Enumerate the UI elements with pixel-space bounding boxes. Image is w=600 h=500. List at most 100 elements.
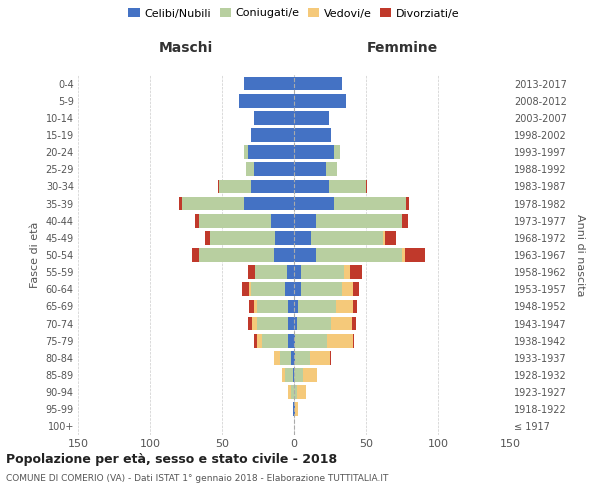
Text: COMUNE DI COMERIO (VA) - Dati ISTAT 1° gennaio 2018 - Elaborazione TUTTITALIA.IT: COMUNE DI COMERIO (VA) - Dati ISTAT 1° g… xyxy=(6,474,388,483)
Bar xyxy=(294,196,334,210)
Bar xyxy=(294,162,326,176)
Bar xyxy=(248,266,255,279)
Bar xyxy=(262,334,288,347)
Bar xyxy=(293,402,294,416)
Bar xyxy=(353,334,355,347)
Bar xyxy=(182,196,244,210)
Bar xyxy=(295,351,310,364)
Bar xyxy=(239,94,294,108)
Bar xyxy=(254,111,294,124)
Bar xyxy=(293,368,294,382)
Bar xyxy=(341,282,353,296)
Bar xyxy=(294,351,295,364)
Bar xyxy=(383,231,385,244)
Bar xyxy=(254,334,257,347)
Bar xyxy=(336,300,353,314)
Bar xyxy=(294,128,331,142)
Bar xyxy=(274,351,280,364)
Bar xyxy=(211,231,275,244)
Bar xyxy=(254,162,294,176)
Bar xyxy=(199,214,271,228)
Bar xyxy=(326,162,337,176)
Bar xyxy=(248,146,294,159)
Bar xyxy=(310,351,330,364)
Bar xyxy=(350,266,362,279)
Bar xyxy=(271,214,294,228)
Bar xyxy=(294,111,329,124)
Bar xyxy=(334,146,340,159)
Bar xyxy=(194,214,199,228)
Bar xyxy=(406,196,409,210)
Bar xyxy=(288,316,294,330)
Bar xyxy=(330,351,331,364)
Bar xyxy=(257,316,288,330)
Bar xyxy=(257,300,288,314)
Bar xyxy=(250,282,251,296)
Bar xyxy=(286,368,293,382)
Bar xyxy=(218,180,219,194)
Bar xyxy=(294,248,316,262)
Text: Maschi: Maschi xyxy=(159,41,213,55)
Bar xyxy=(257,334,262,347)
Bar xyxy=(294,368,302,382)
Bar xyxy=(327,334,353,347)
Bar xyxy=(294,76,341,90)
Bar xyxy=(250,300,254,314)
Bar xyxy=(297,386,305,399)
Bar xyxy=(192,248,199,262)
Bar xyxy=(294,146,334,159)
Text: Popolazione per età, sesso e stato civile - 2018: Popolazione per età, sesso e stato civil… xyxy=(6,452,337,466)
Bar xyxy=(298,300,336,314)
Bar xyxy=(353,282,359,296)
Bar xyxy=(255,266,287,279)
Bar xyxy=(179,196,182,210)
Bar xyxy=(247,162,254,176)
Bar xyxy=(366,180,367,194)
Bar xyxy=(311,231,383,244)
Bar xyxy=(244,146,248,159)
Bar xyxy=(288,300,294,314)
Bar xyxy=(251,282,286,296)
Bar xyxy=(301,282,341,296)
Bar xyxy=(295,402,298,416)
Bar xyxy=(294,214,316,228)
Y-axis label: Anni di nascita: Anni di nascita xyxy=(575,214,585,296)
Bar xyxy=(402,248,405,262)
Bar xyxy=(294,300,298,314)
Bar xyxy=(294,402,295,416)
Bar xyxy=(385,231,396,244)
Bar xyxy=(302,368,317,382)
Bar xyxy=(329,180,366,194)
Bar xyxy=(405,248,425,262)
Bar xyxy=(248,316,252,330)
Bar xyxy=(283,368,286,382)
Bar xyxy=(199,248,274,262)
Bar xyxy=(291,351,294,364)
Bar xyxy=(301,266,344,279)
Bar xyxy=(334,196,406,210)
Bar xyxy=(316,248,402,262)
Bar xyxy=(316,214,402,228)
Bar xyxy=(297,316,331,330)
Bar xyxy=(291,386,294,399)
Bar xyxy=(244,196,294,210)
Bar xyxy=(286,282,294,296)
Bar xyxy=(294,231,311,244)
Bar xyxy=(288,386,291,399)
Bar xyxy=(294,386,297,399)
Bar xyxy=(344,266,350,279)
Bar xyxy=(352,316,356,330)
Bar xyxy=(251,180,294,194)
Bar xyxy=(219,180,251,194)
Bar xyxy=(288,334,294,347)
Bar xyxy=(287,266,294,279)
Bar xyxy=(294,282,301,296)
Text: Femmine: Femmine xyxy=(367,41,437,55)
Bar xyxy=(274,248,294,262)
Legend: Celibi/Nubili, Coniugati/e, Vedovi/e, Divorziati/e: Celibi/Nubili, Coniugati/e, Vedovi/e, Di… xyxy=(128,8,460,18)
Bar xyxy=(294,266,301,279)
Bar xyxy=(244,76,294,90)
Bar xyxy=(294,94,346,108)
Y-axis label: Fasce di età: Fasce di età xyxy=(30,222,40,288)
Bar xyxy=(331,316,352,330)
